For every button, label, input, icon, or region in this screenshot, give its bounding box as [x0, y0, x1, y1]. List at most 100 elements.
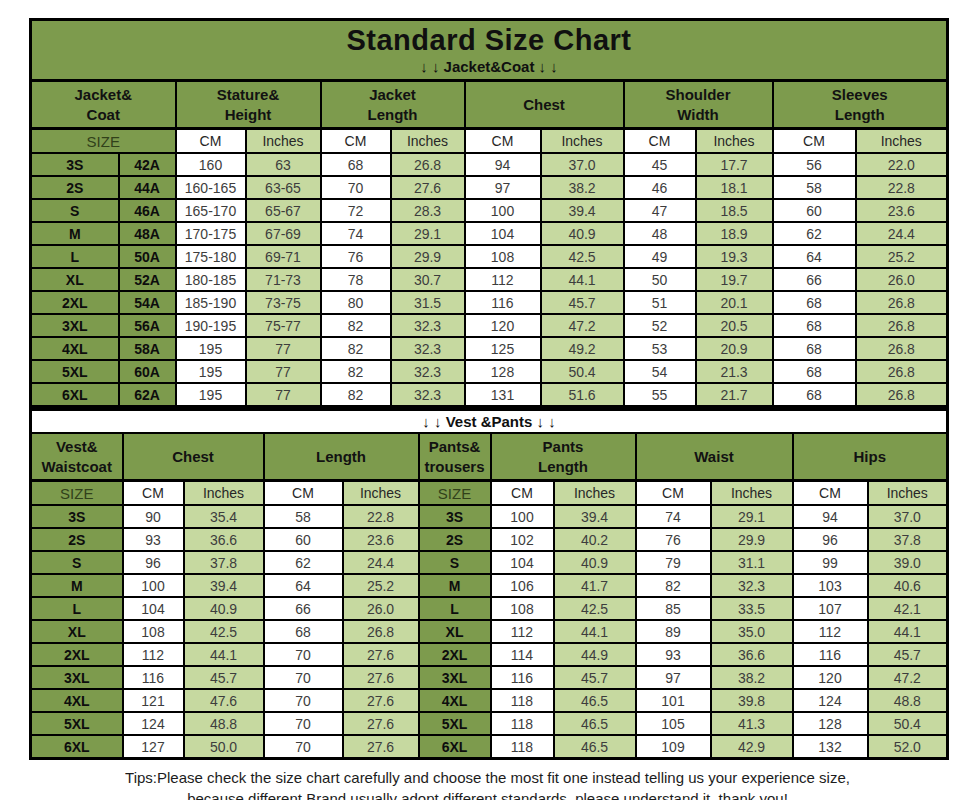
value-cell: 76: [636, 528, 711, 551]
value-cell: 27.6: [391, 176, 465, 199]
value-cell: 116: [465, 291, 541, 314]
value-cell: 46: [624, 176, 696, 199]
size-cell: 4XL: [31, 689, 123, 712]
size-cell: 2XL: [419, 643, 491, 666]
value-cell: 52.0: [868, 735, 948, 759]
value-cell: 40.6: [868, 574, 948, 597]
value-cell: 124: [793, 689, 868, 712]
value-cell: 160-165: [176, 176, 246, 199]
value-cell: 80: [321, 291, 391, 314]
value-cell: 38.2: [711, 666, 793, 689]
value-cell: 32.3: [391, 314, 465, 337]
value-cell: 76: [321, 245, 391, 268]
table-row: 4XL12147.67027.64XL11846.510139.812448.8: [31, 689, 948, 712]
value-cell: 25.2: [856, 245, 948, 268]
value-cell: 19.3: [696, 245, 773, 268]
tips-text: Tips:Please check the size chart careful…: [0, 767, 975, 800]
value-cell: 72: [321, 199, 391, 222]
value-cell: 94: [793, 505, 868, 528]
value-cell: 74: [636, 505, 711, 528]
value-cell: 45.7: [541, 291, 624, 314]
value-cell: 28.3: [391, 199, 465, 222]
table-row: 2S9336.66023.62S10240.27629.99637.8: [31, 528, 948, 551]
inches-header: Inches: [711, 481, 793, 506]
size-cell: S: [419, 551, 491, 574]
jacket-units-row: SIZE CM Inches CM Inches CM Inches CM In…: [31, 129, 948, 154]
value-cell: 105: [636, 712, 711, 735]
value-cell: 69-71: [246, 245, 321, 268]
value-cell: 68: [773, 360, 856, 383]
table-row: 6XL12750.07027.66XL11846.510942.913252.0: [31, 735, 948, 759]
value-cell: 68: [773, 291, 856, 314]
value-cell: 39.4: [541, 199, 624, 222]
value-cell: 100: [465, 199, 541, 222]
value-cell: 46.5: [554, 689, 636, 712]
value-cell: 68: [321, 153, 391, 176]
value-cell: 55: [624, 383, 696, 407]
value-cell: 18.1: [696, 176, 773, 199]
value-cell: 32.3: [391, 360, 465, 383]
value-cell: 125: [465, 337, 541, 360]
inches-header: Inches: [554, 481, 636, 506]
value-cell: 51.6: [541, 383, 624, 407]
column-header-chest: Chest: [465, 81, 624, 129]
column-header-shoulder-width: Shoulder Width: [624, 81, 773, 129]
inches-header: Inches: [541, 129, 624, 154]
value-cell: 108: [123, 620, 184, 643]
value-cell: 60: [773, 199, 856, 222]
column-header-vest-length: Length: [264, 433, 419, 481]
value-cell: 93: [123, 528, 184, 551]
size-cell: L: [31, 597, 123, 620]
value-cell: 18.9: [696, 222, 773, 245]
value-cell: 124: [123, 712, 184, 735]
inches-header: Inches: [184, 481, 264, 506]
value-cell: 112: [465, 268, 541, 291]
vest-pants-band-row: ↓ ↓ Vest &Pants ↓ ↓: [31, 410, 948, 434]
value-cell: 42.5: [541, 245, 624, 268]
value-cell: 108: [491, 597, 554, 620]
value-cell: 32.3: [391, 337, 465, 360]
value-cell: 103: [793, 574, 868, 597]
value-cell: 26.0: [343, 597, 419, 620]
value-cell: 26.8: [856, 383, 948, 407]
size-cell: 2S: [31, 176, 119, 199]
value-cell: 37.0: [868, 505, 948, 528]
vest-pants-subtitle: ↓ ↓ Vest &Pants ↓ ↓: [31, 410, 948, 434]
value-cell: 44.1: [554, 620, 636, 643]
value-cell: 70: [264, 735, 343, 759]
size-cell: 6XL: [419, 735, 491, 759]
size-cell: 5XL: [31, 360, 119, 383]
size-cell: S: [31, 199, 119, 222]
value-cell: 102: [491, 528, 554, 551]
table-row: M48A170-17567-697429.110440.94818.96224.…: [31, 222, 948, 245]
value-cell: 190-195: [176, 314, 246, 337]
value-cell: 22.8: [856, 176, 948, 199]
value-cell: 27.6: [343, 735, 419, 759]
value-cell: 36.6: [184, 528, 264, 551]
size-cell: S: [31, 551, 123, 574]
value-cell: 44.1: [868, 620, 948, 643]
value-cell: 170-175: [176, 222, 246, 245]
page-title: Standard Size Chart: [33, 25, 945, 57]
value-cell: 35.0: [711, 620, 793, 643]
size-cell: 5XL: [419, 712, 491, 735]
value-cell: 70: [264, 689, 343, 712]
size-cell: L: [31, 245, 119, 268]
value-cell: 104: [491, 551, 554, 574]
value-cell: 89: [636, 620, 711, 643]
table-row: S46A165-17065-677228.310039.44718.56023.…: [31, 199, 948, 222]
size-cell: 56A: [119, 314, 176, 337]
value-cell: 21.3: [696, 360, 773, 383]
value-cell: 32.3: [391, 383, 465, 407]
value-cell: 49.2: [541, 337, 624, 360]
value-cell: 77: [246, 337, 321, 360]
size-cell: 3XL: [31, 314, 119, 337]
value-cell: 116: [793, 643, 868, 666]
jacket-coat-table: Standard Size Chart ↓ ↓ Jacket&Coat ↓ ↓ …: [29, 18, 949, 408]
value-cell: 68: [773, 337, 856, 360]
value-cell: 118: [491, 712, 554, 735]
value-cell: 50.4: [868, 712, 948, 735]
value-cell: 56: [773, 153, 856, 176]
value-cell: 70: [264, 666, 343, 689]
value-cell: 38.2: [541, 176, 624, 199]
